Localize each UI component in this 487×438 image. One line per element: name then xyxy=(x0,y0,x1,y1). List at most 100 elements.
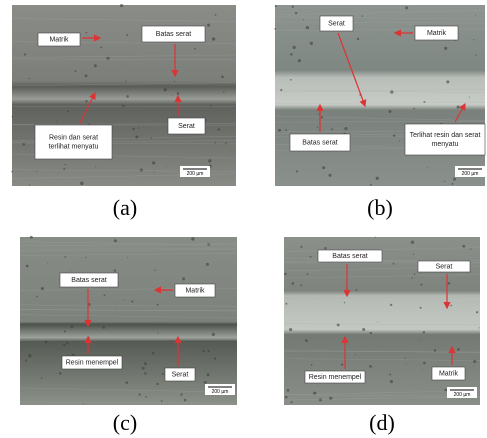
speck xyxy=(161,400,163,402)
speck xyxy=(278,129,281,132)
speck xyxy=(221,75,224,78)
speck xyxy=(321,109,322,110)
speck xyxy=(86,32,88,34)
speck xyxy=(70,269,71,270)
speck xyxy=(142,367,145,370)
speck xyxy=(45,340,48,343)
speck xyxy=(307,273,309,275)
speck xyxy=(140,168,143,171)
speck xyxy=(174,81,175,82)
speck xyxy=(476,311,478,313)
speck xyxy=(75,70,77,72)
speck xyxy=(145,396,147,398)
speck xyxy=(376,177,379,180)
speck xyxy=(212,333,215,336)
panel: Batas serat Matrik Resin menempel Serat 200 … xyxy=(20,236,237,435)
speck xyxy=(212,37,215,40)
annotation-line: Batas serat xyxy=(302,139,337,146)
speck xyxy=(80,182,83,185)
speck xyxy=(399,140,400,141)
annotation: Matrik xyxy=(185,287,205,294)
annotation: Matrik xyxy=(49,36,69,43)
speck xyxy=(292,282,295,285)
annotation: Matrik xyxy=(439,370,459,377)
speck xyxy=(83,404,84,405)
annotation: Batas serat xyxy=(332,253,367,260)
annotation-line: Terlihat resin dan serat xyxy=(410,132,481,139)
speck xyxy=(357,38,359,40)
speck xyxy=(157,304,159,306)
speck xyxy=(85,100,87,102)
speck xyxy=(285,303,287,305)
speck xyxy=(131,300,133,302)
speck xyxy=(469,97,470,98)
speck xyxy=(355,354,356,355)
speck xyxy=(208,159,211,162)
annotation: Serat xyxy=(436,263,453,270)
speck xyxy=(390,304,392,306)
speck xyxy=(154,171,155,172)
annotation-line: Batas serat xyxy=(332,253,367,260)
speck xyxy=(328,174,331,177)
speck xyxy=(152,161,155,164)
speck xyxy=(67,110,69,112)
speck xyxy=(411,241,414,244)
speck xyxy=(30,236,33,239)
speck xyxy=(393,134,396,137)
speck xyxy=(215,14,217,16)
speck xyxy=(389,110,392,113)
speck xyxy=(457,348,460,351)
speck xyxy=(126,95,129,98)
annotation-line: Resin dan serat xyxy=(49,134,98,141)
speck xyxy=(156,383,158,385)
speck xyxy=(25,359,27,361)
speck xyxy=(310,42,313,45)
annotation: Resin menempel xyxy=(66,359,119,366)
label-box xyxy=(405,124,485,155)
speck xyxy=(473,360,476,363)
annotation-line: Serat xyxy=(172,371,189,378)
speck xyxy=(120,4,123,7)
speck xyxy=(144,372,146,374)
annotation-line: Serat xyxy=(328,20,345,27)
annotation: Batas serat xyxy=(71,277,106,284)
speck xyxy=(356,289,358,291)
speck xyxy=(362,15,363,16)
speck xyxy=(63,168,65,170)
speck xyxy=(64,344,66,346)
speck xyxy=(194,48,196,50)
panel: SeratMatrikBatas seratTerlihat resin dan… xyxy=(274,5,485,220)
caption: (c) xyxy=(113,410,137,435)
speck xyxy=(310,256,312,258)
speck xyxy=(164,88,167,91)
speck xyxy=(370,184,372,186)
speck xyxy=(434,349,436,351)
speck xyxy=(311,364,313,366)
speck xyxy=(104,294,106,296)
speck xyxy=(11,171,13,173)
speck xyxy=(225,142,227,144)
speck xyxy=(114,269,116,271)
page: {"panels": [ {"caption": "(a)", "scale":… xyxy=(0,0,487,438)
speck xyxy=(290,79,292,81)
annotation-line: menyatu xyxy=(432,141,459,148)
caption: (b) xyxy=(367,195,393,220)
speck xyxy=(218,128,220,130)
speck xyxy=(152,352,155,355)
speck xyxy=(292,6,294,8)
speck xyxy=(14,49,15,50)
caption: (a) xyxy=(113,195,137,220)
scale-label: 200 µm xyxy=(212,389,229,395)
speck xyxy=(362,328,365,331)
speck xyxy=(377,322,378,323)
speck xyxy=(444,389,447,392)
speck xyxy=(144,362,147,365)
scale-label: 200 µm xyxy=(454,392,471,398)
speck xyxy=(157,332,158,333)
speck xyxy=(479,327,480,328)
annotation-line: Resin menempel xyxy=(66,359,119,366)
annotation-line: Batas serat xyxy=(156,31,191,38)
speck xyxy=(191,237,194,240)
speck xyxy=(162,373,164,375)
speck xyxy=(204,381,207,384)
